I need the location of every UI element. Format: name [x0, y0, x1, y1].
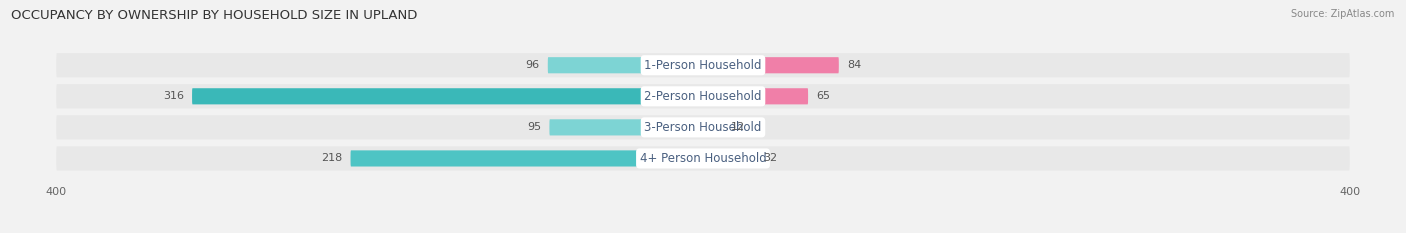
FancyBboxPatch shape — [193, 88, 703, 104]
Text: 95: 95 — [527, 122, 541, 132]
Text: 12: 12 — [731, 122, 745, 132]
FancyBboxPatch shape — [56, 53, 1350, 77]
Text: 1-Person Household: 1-Person Household — [644, 59, 762, 72]
FancyBboxPatch shape — [56, 115, 1350, 140]
Text: 32: 32 — [763, 154, 778, 163]
Text: Source: ZipAtlas.com: Source: ZipAtlas.com — [1291, 9, 1395, 19]
Text: 4+ Person Household: 4+ Person Household — [640, 152, 766, 165]
FancyBboxPatch shape — [350, 150, 703, 167]
Text: 96: 96 — [526, 60, 540, 70]
Text: 316: 316 — [163, 91, 184, 101]
Text: 65: 65 — [815, 91, 830, 101]
FancyBboxPatch shape — [703, 150, 755, 167]
FancyBboxPatch shape — [703, 88, 808, 104]
Text: 3-Person Household: 3-Person Household — [644, 121, 762, 134]
FancyBboxPatch shape — [703, 57, 839, 73]
Text: 2-Person Household: 2-Person Household — [644, 90, 762, 103]
FancyBboxPatch shape — [56, 84, 1350, 108]
FancyBboxPatch shape — [703, 119, 723, 135]
FancyBboxPatch shape — [56, 146, 1350, 171]
FancyBboxPatch shape — [548, 57, 703, 73]
Text: 218: 218 — [321, 154, 343, 163]
Text: 84: 84 — [846, 60, 860, 70]
FancyBboxPatch shape — [550, 119, 703, 135]
Text: OCCUPANCY BY OWNERSHIP BY HOUSEHOLD SIZE IN UPLAND: OCCUPANCY BY OWNERSHIP BY HOUSEHOLD SIZE… — [11, 9, 418, 22]
